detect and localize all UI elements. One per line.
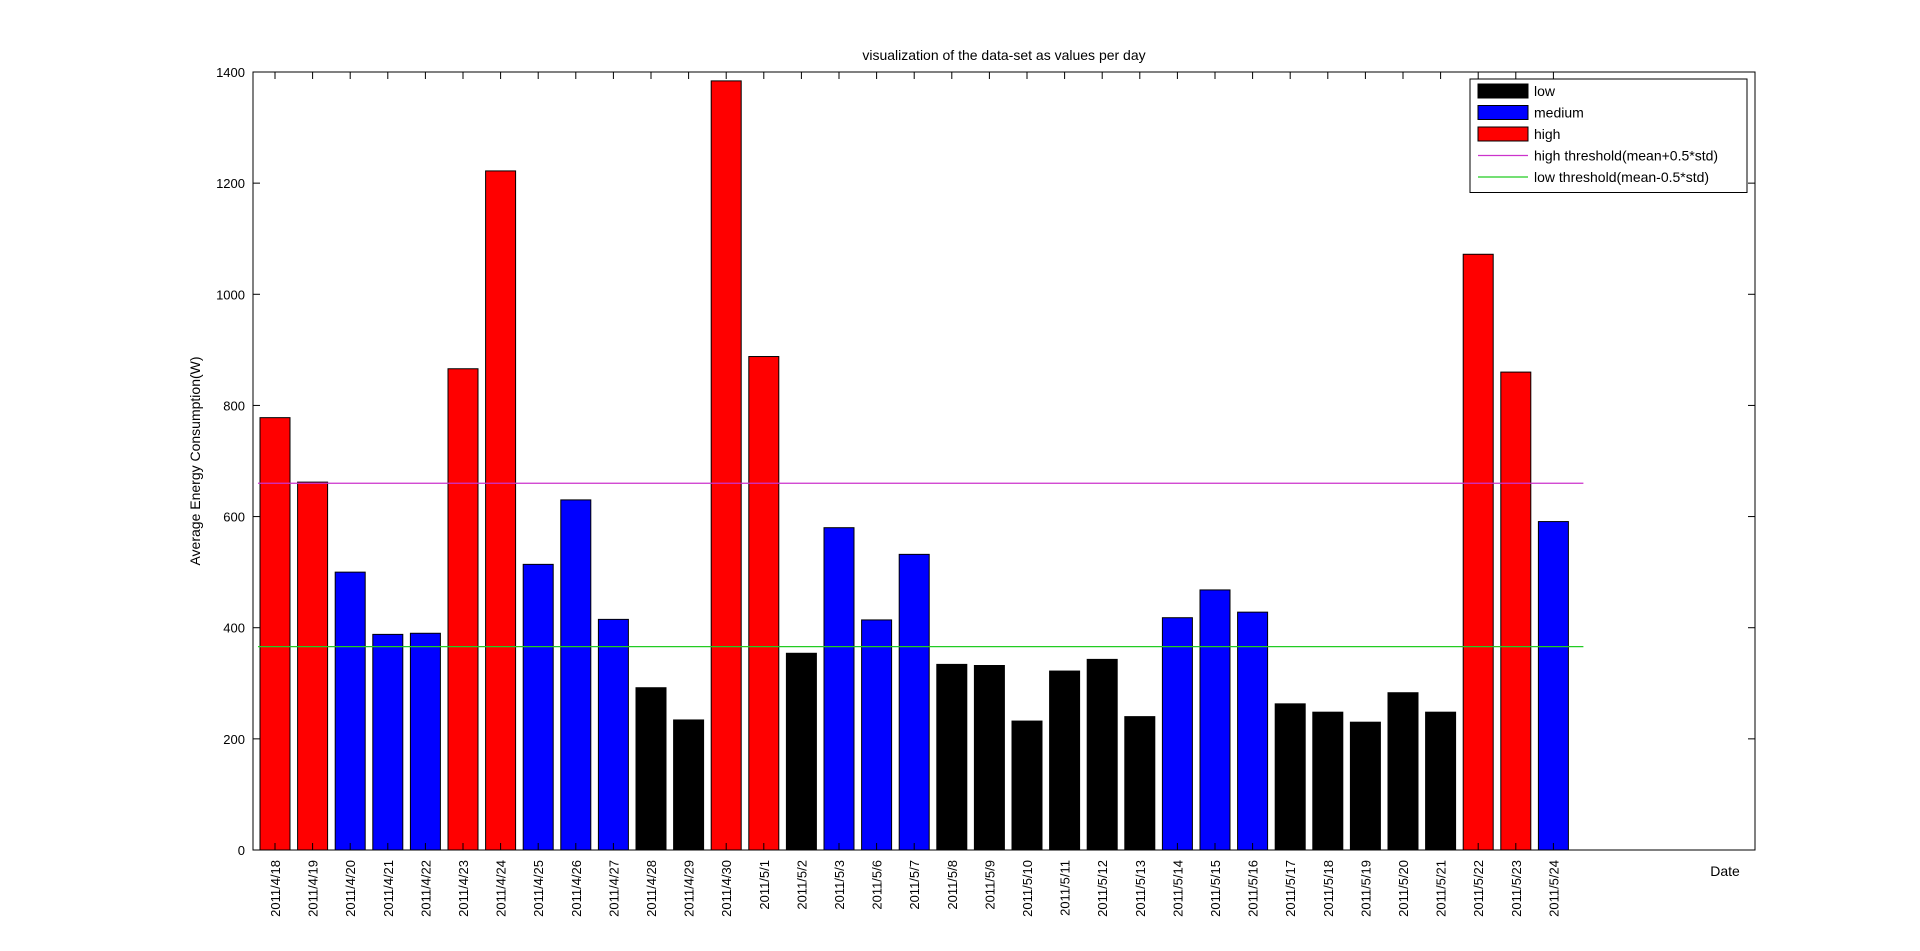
bar-2011-5-21 bbox=[1425, 711, 1457, 851]
bar-2011-4-23 bbox=[447, 368, 479, 851]
y-tick-label: 1000 bbox=[216, 287, 245, 302]
bar-2011-5-20 bbox=[1387, 692, 1419, 851]
y-tick-label: 1200 bbox=[216, 176, 245, 191]
bar-2011-4-26 bbox=[560, 499, 592, 851]
x-tick-label: 2011/4/25 bbox=[531, 860, 546, 917]
legend-label: medium bbox=[1534, 105, 1584, 121]
y-axis: 0 200 400 600 800 1000 1200 1400 bbox=[216, 65, 1755, 858]
x-tick-label: 2011/5/23 bbox=[1509, 860, 1524, 917]
legend-label: low bbox=[1534, 83, 1556, 99]
legend-label: high threshold(mean+0.5*std) bbox=[1534, 148, 1718, 164]
x-tick-label: 2011/4/23 bbox=[456, 860, 471, 917]
x-tick-label: 2011/5/8 bbox=[945, 860, 960, 910]
x-tick-label: 2011/4/30 bbox=[719, 860, 734, 917]
bar-2011-4-21 bbox=[372, 633, 404, 851]
x-tick-label: 2011/5/21 bbox=[1434, 860, 1449, 917]
bar-2011-5-9 bbox=[973, 665, 1005, 851]
bar-2011-4-29 bbox=[673, 719, 705, 851]
y-tick-label: 800 bbox=[223, 398, 245, 413]
bar-2011-5-6 bbox=[861, 619, 893, 851]
bar-2011-5-13 bbox=[1124, 716, 1156, 851]
bar-2011-4-25 bbox=[522, 563, 554, 851]
bar-2011-5-24 bbox=[1537, 521, 1569, 851]
x-tick-label: 2011/5/6 bbox=[870, 860, 885, 910]
bar-2011-5-23 bbox=[1500, 371, 1532, 851]
x-tick-label: 2011/4/18 bbox=[268, 860, 283, 917]
y-tick-label: 400 bbox=[223, 621, 245, 636]
bar-2011-5-11 bbox=[1049, 670, 1081, 851]
x-tick-label: 2011/4/27 bbox=[606, 860, 621, 917]
bars-layer bbox=[259, 80, 1569, 851]
x-tick-label: 2011/5/24 bbox=[1546, 860, 1561, 917]
legend-swatch-low bbox=[1477, 83, 1529, 99]
x-tick-label: 2011/5/17 bbox=[1283, 860, 1298, 917]
legend-label: high bbox=[1534, 126, 1560, 142]
x-axis-title: Date bbox=[1710, 863, 1740, 879]
bar-2011-5-22 bbox=[1462, 253, 1494, 851]
bar-2011-4-19 bbox=[297, 481, 329, 851]
x-tick-label: 2011/4/24 bbox=[494, 860, 509, 917]
x-tick-label: 2011/5/7 bbox=[907, 860, 922, 910]
x-tick-label: 2011/5/12 bbox=[1095, 860, 1110, 917]
x-tick-label: 2011/5/10 bbox=[1020, 860, 1035, 917]
bar-2011-5-3 bbox=[823, 527, 855, 851]
bar-2011-5-7 bbox=[898, 553, 930, 851]
bar-2011-4-28 bbox=[635, 687, 667, 851]
bar-2011-4-20 bbox=[334, 571, 366, 851]
bar-2011-5-14 bbox=[1161, 617, 1193, 851]
legend-swatch-medium bbox=[1477, 105, 1529, 120]
bar-2011-4-22 bbox=[409, 632, 441, 851]
x-tick-label: 2011/5/19 bbox=[1358, 860, 1373, 917]
bar-2011-5-15 bbox=[1199, 589, 1231, 851]
x-tick-label: 2011/5/11 bbox=[1058, 860, 1073, 916]
bar-2011-5-18 bbox=[1312, 711, 1344, 851]
bar-2011-5-19 bbox=[1349, 721, 1381, 851]
x-tick-label: 2011/4/19 bbox=[306, 860, 321, 917]
bar-2011-5-1 bbox=[748, 356, 780, 851]
x-tick-label: 2011/5/22 bbox=[1471, 860, 1486, 917]
x-tick-label: 2011/4/26 bbox=[569, 860, 584, 917]
x-tick-label: 2011/4/21 bbox=[381, 860, 396, 917]
y-tick-label: 0 bbox=[238, 843, 245, 858]
x-tick-label: 2011/4/29 bbox=[682, 860, 697, 917]
x-axis: 2011/4/18 2011/4/19 2011/4/20 2011/4/21 2011… bbox=[268, 72, 1561, 917]
x-tick-label: 2011/5/3 bbox=[832, 860, 847, 910]
x-tick-label: 2011/5/14 bbox=[1170, 860, 1185, 917]
bar-2011-5-17 bbox=[1274, 703, 1306, 851]
threshold-layer bbox=[258, 482, 1584, 648]
bar-2011-5-16 bbox=[1237, 611, 1269, 851]
bar-2011-4-24 bbox=[485, 170, 517, 851]
x-tick-label: 2011/4/28 bbox=[644, 860, 659, 917]
x-tick-label: 2011/5/1 bbox=[757, 860, 772, 910]
bar-2011-4-18 bbox=[259, 417, 291, 851]
y-tick-label: 600 bbox=[223, 510, 245, 525]
x-tick-label: 2011/4/20 bbox=[343, 860, 358, 917]
x-tick-label: 2011/5/15 bbox=[1208, 860, 1223, 917]
x-tick-label: 2011/5/9 bbox=[982, 860, 997, 910]
chart-title: visualization of the data-set as values … bbox=[862, 47, 1145, 63]
bar-2011-5-2 bbox=[785, 652, 817, 851]
x-tick-label: 2011/5/18 bbox=[1321, 860, 1336, 917]
bar-2011-4-27 bbox=[597, 618, 629, 851]
legend: low medium high high threshold(mean+0.5*std… bbox=[1469, 78, 1748, 193]
legend-swatch-high bbox=[1477, 126, 1529, 142]
bar-2011-5-12 bbox=[1086, 658, 1118, 851]
legend-label: low threshold(mean-0.5*std) bbox=[1534, 169, 1709, 185]
bar-2011-5-8 bbox=[936, 663, 968, 851]
x-tick-label: 2011/4/22 bbox=[418, 860, 433, 917]
x-tick-label: 2011/5/2 bbox=[794, 860, 809, 910]
x-tick-label: 2011/5/16 bbox=[1246, 860, 1261, 917]
y-tick-label: 1400 bbox=[216, 65, 245, 80]
y-axis-title: Average Energy Consumption(W) bbox=[187, 356, 203, 565]
y-tick-label: 200 bbox=[223, 732, 245, 747]
x-tick-label: 2011/5/20 bbox=[1396, 860, 1411, 917]
bar-2011-4-30 bbox=[710, 80, 742, 851]
plot-frame bbox=[252, 71, 1756, 851]
bar-2011-5-10 bbox=[1011, 720, 1043, 851]
x-tick-label: 2011/5/13 bbox=[1133, 860, 1148, 917]
